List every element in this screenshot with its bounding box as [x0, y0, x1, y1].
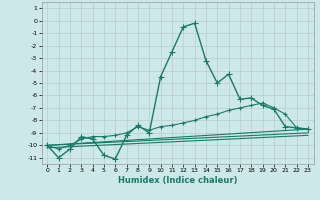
X-axis label: Humidex (Indice chaleur): Humidex (Indice chaleur)	[118, 176, 237, 185]
